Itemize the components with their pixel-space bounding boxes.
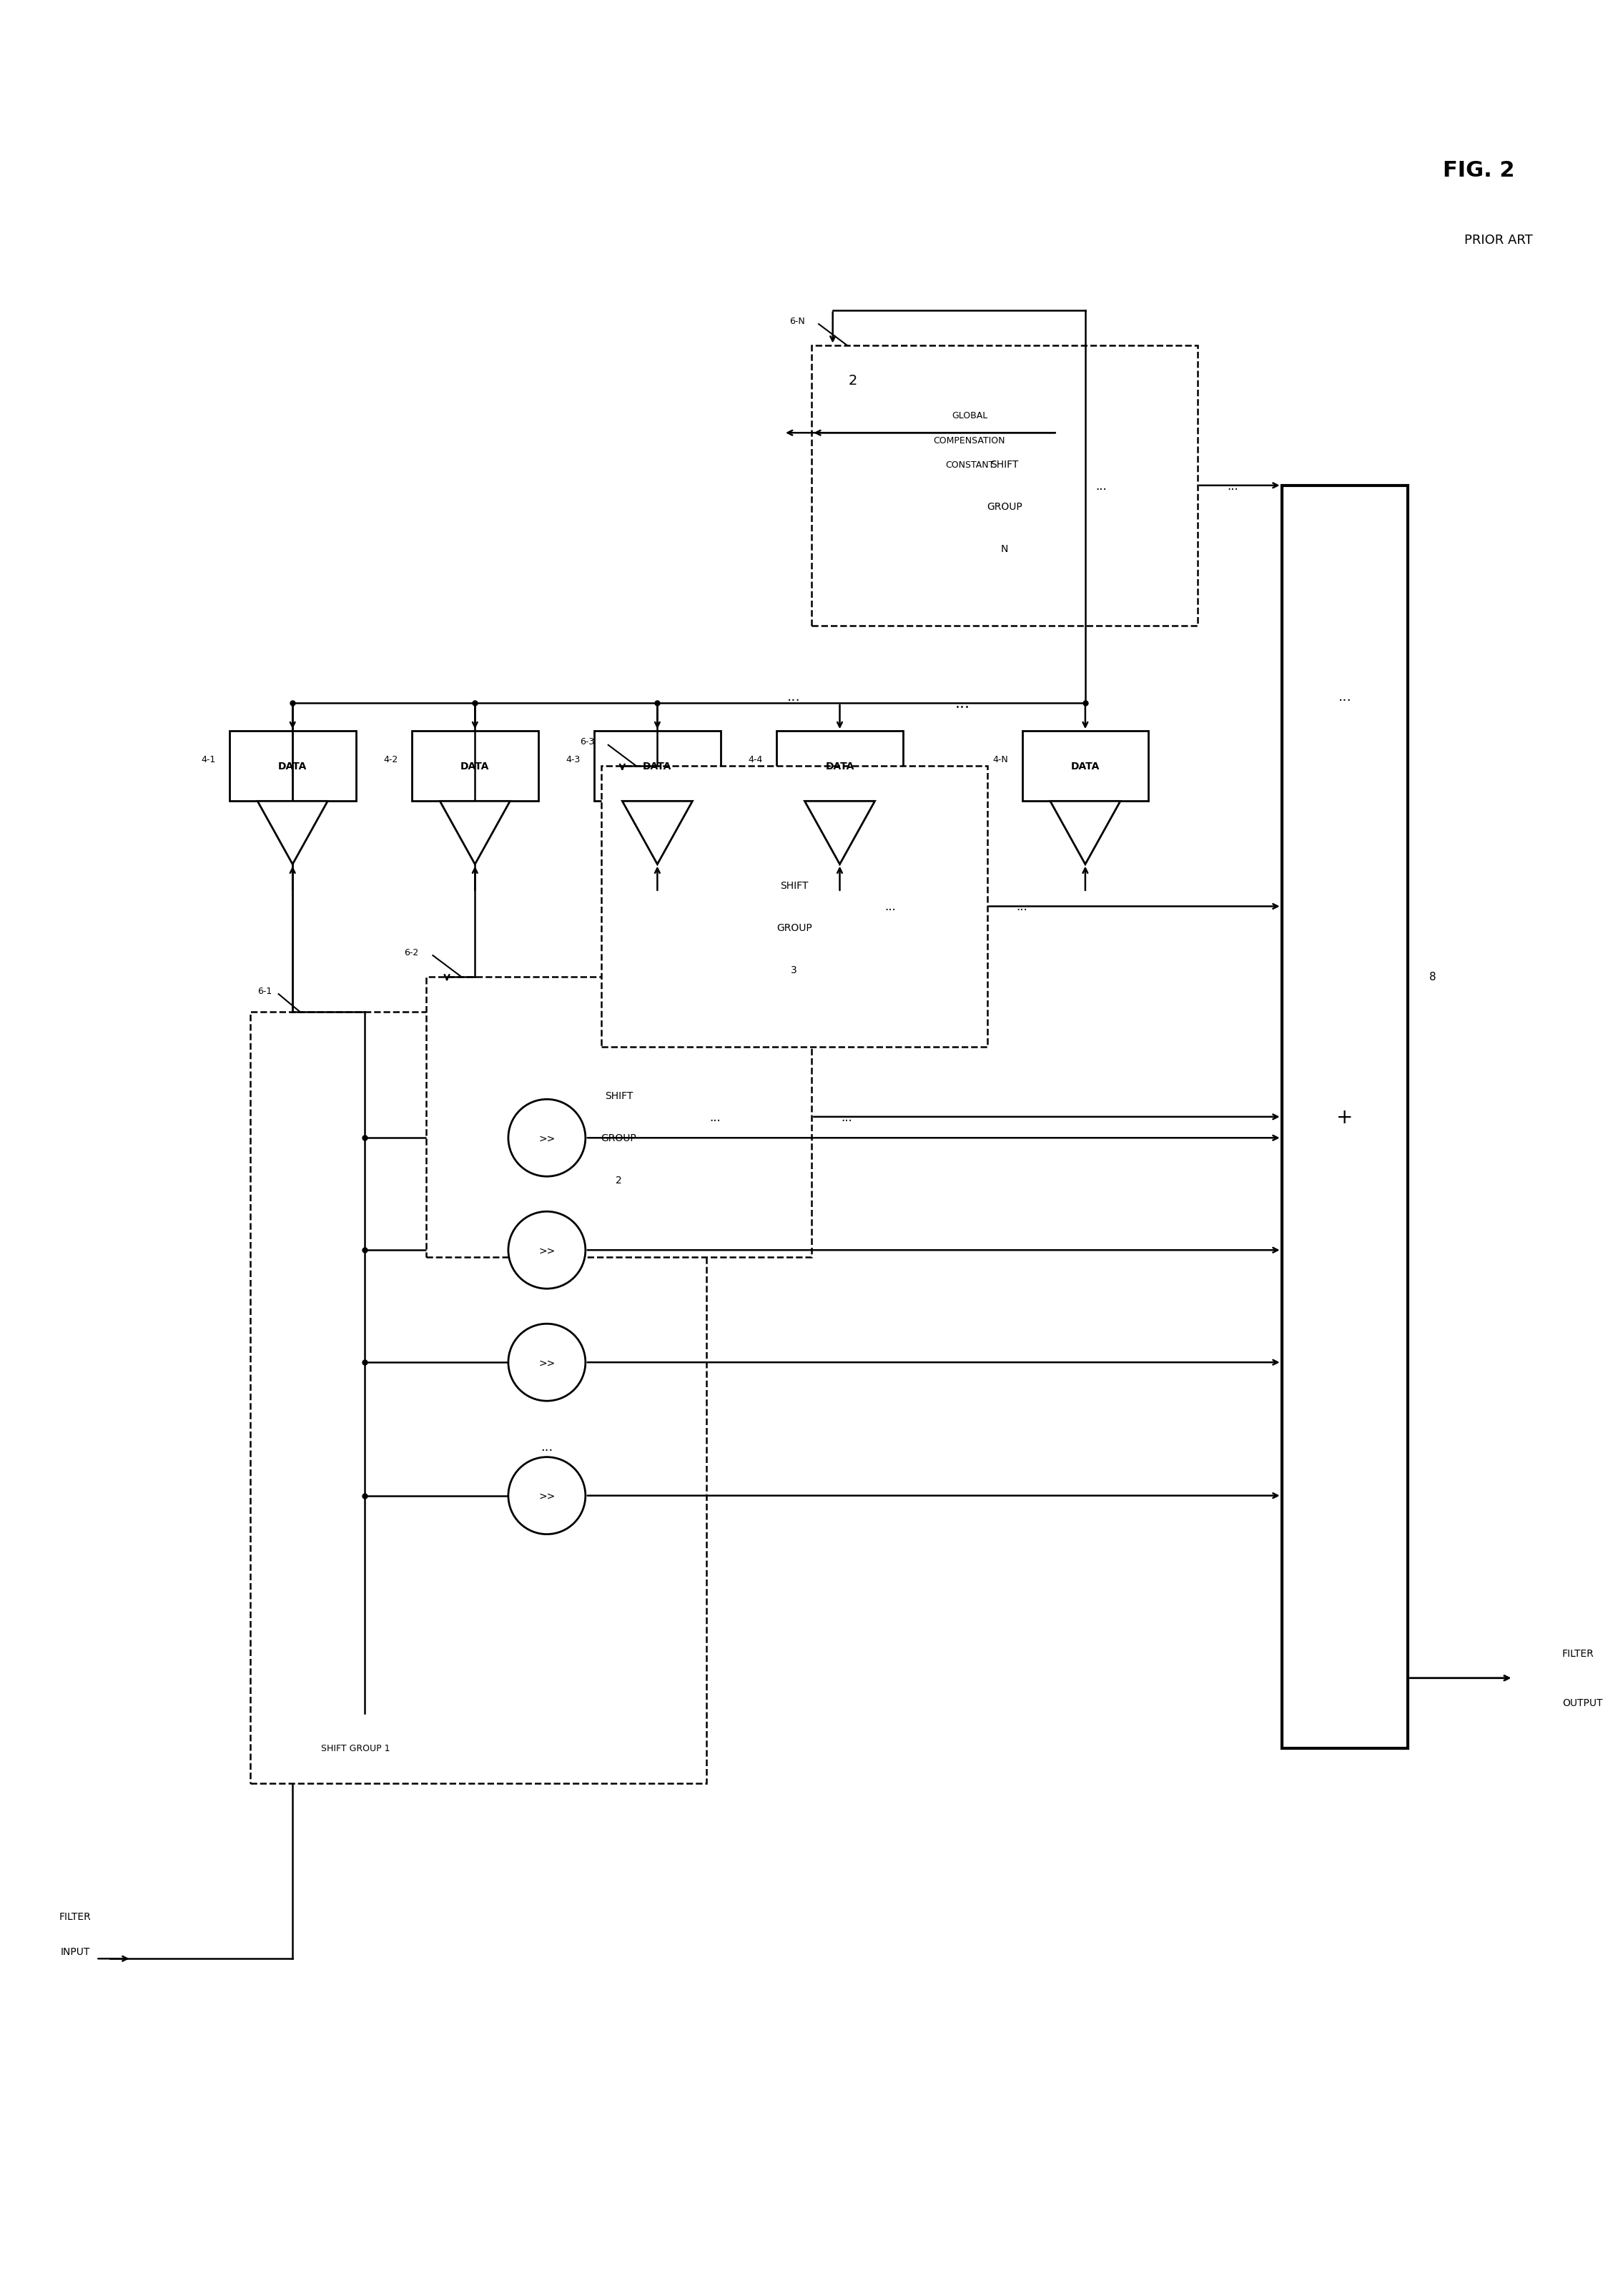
Text: 4-3: 4-3 xyxy=(566,755,580,765)
Text: ...: ... xyxy=(540,1440,553,1453)
Text: 4-2: 4-2 xyxy=(383,755,397,765)
Bar xyxy=(601,767,987,1047)
Bar xyxy=(1023,732,1148,801)
Text: N: N xyxy=(1000,544,1008,553)
Circle shape xyxy=(508,1212,585,1288)
Circle shape xyxy=(508,1100,585,1178)
Bar xyxy=(1282,487,1409,1747)
Text: DATA: DATA xyxy=(460,762,489,771)
Text: GROUP: GROUP xyxy=(777,923,812,932)
Bar xyxy=(881,381,1056,487)
Text: PRIOR ART: PRIOR ART xyxy=(1463,234,1532,248)
Text: SHIFT GROUP 1: SHIFT GROUP 1 xyxy=(322,1743,391,1752)
Text: DATA: DATA xyxy=(278,762,307,771)
Text: 2: 2 xyxy=(849,374,857,388)
Text: 6-1: 6-1 xyxy=(257,987,272,996)
Polygon shape xyxy=(622,801,693,866)
Text: ...: ... xyxy=(1016,900,1028,914)
Text: ...: ... xyxy=(884,900,896,914)
Text: >>: >> xyxy=(539,1357,555,1368)
Polygon shape xyxy=(804,801,875,866)
Text: GROUP: GROUP xyxy=(987,503,1023,512)
Text: >>: >> xyxy=(539,1134,555,1143)
Text: ...: ... xyxy=(788,689,801,703)
Text: >>: >> xyxy=(539,1490,555,1502)
Text: 2: 2 xyxy=(616,1176,622,1185)
Text: ...: ... xyxy=(1227,480,1238,491)
Polygon shape xyxy=(1050,801,1121,866)
Text: DATA: DATA xyxy=(1071,762,1100,771)
Bar xyxy=(595,732,720,801)
Text: 6-3: 6-3 xyxy=(580,737,595,746)
Text: SHIFT: SHIFT xyxy=(991,459,1019,471)
Text: COMPENSATION: COMPENSATION xyxy=(934,436,1005,445)
Text: 6-N: 6-N xyxy=(790,317,804,326)
Text: 3: 3 xyxy=(791,964,798,976)
Circle shape xyxy=(508,1458,585,1534)
Text: FILTER: FILTER xyxy=(1563,1649,1594,1658)
Circle shape xyxy=(508,1325,585,1401)
Text: 4-N: 4-N xyxy=(992,755,1008,765)
Text: ...: ... xyxy=(841,1111,852,1123)
Text: +: + xyxy=(1336,1107,1354,1127)
Polygon shape xyxy=(257,801,328,866)
Text: 4-4: 4-4 xyxy=(748,755,762,765)
Text: ...: ... xyxy=(709,1111,720,1123)
Bar xyxy=(251,1013,706,1784)
Text: CONSTANT: CONSTANT xyxy=(946,459,994,471)
Text: SHIFT: SHIFT xyxy=(605,1091,634,1102)
Text: ...: ... xyxy=(1338,689,1351,703)
Text: GROUP: GROUP xyxy=(601,1134,637,1143)
Text: SHIFT: SHIFT xyxy=(780,882,809,891)
Bar xyxy=(426,976,812,1258)
Text: GLOBAL: GLOBAL xyxy=(952,411,987,420)
Bar xyxy=(812,347,1198,627)
Polygon shape xyxy=(441,801,510,866)
Text: ...: ... xyxy=(1095,480,1106,491)
Text: INPUT: INPUT xyxy=(61,1947,90,1956)
Text: 8: 8 xyxy=(1430,971,1436,983)
Text: FIG. 2: FIG. 2 xyxy=(1442,161,1515,181)
Bar xyxy=(777,732,902,801)
Text: OUTPUT: OUTPUT xyxy=(1563,1697,1603,1708)
Text: DATA: DATA xyxy=(825,762,854,771)
Text: >>: >> xyxy=(539,1244,555,1256)
Text: DATA: DATA xyxy=(643,762,672,771)
Bar xyxy=(230,732,355,801)
Text: ...: ... xyxy=(955,696,970,709)
Bar xyxy=(412,732,539,801)
Text: 4-1: 4-1 xyxy=(201,755,215,765)
Text: 6-2: 6-2 xyxy=(404,948,418,957)
Text: FILTER: FILTER xyxy=(59,1913,92,1922)
